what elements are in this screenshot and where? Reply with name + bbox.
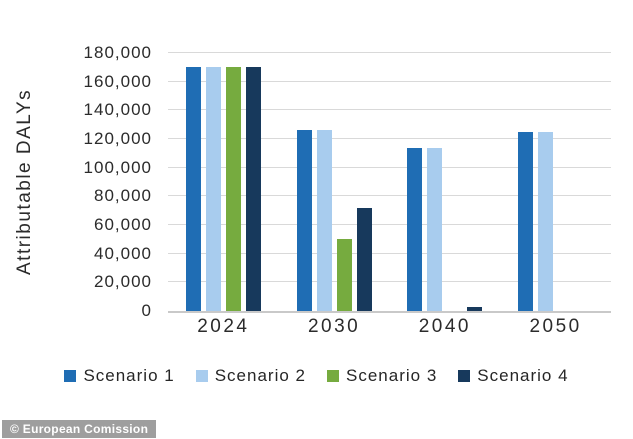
bar-scenario-4 xyxy=(245,67,261,311)
legend-swatch xyxy=(458,370,471,382)
x-tick-label: 2030 xyxy=(307,316,361,337)
gridline xyxy=(168,281,611,283)
plot-area xyxy=(168,52,611,313)
bar-group xyxy=(390,53,501,311)
bar-group xyxy=(500,53,611,311)
bar-scenario-2 xyxy=(538,131,554,311)
bar-scenario-4 xyxy=(467,307,483,311)
credit-badge: © European Comission xyxy=(2,420,157,438)
gridline xyxy=(168,80,611,82)
y-axis-tick-labels: 0 20,000 40,000 60,000 80,000 100,000 120,000 1… xyxy=(0,43,152,320)
legend-swatch xyxy=(327,370,339,382)
credit-text: © European Comission xyxy=(10,422,149,436)
bar-scenario-1 xyxy=(518,131,534,311)
bar-scenario-1 xyxy=(407,147,423,311)
bar-groups-container xyxy=(168,53,611,311)
y-tick-label: 160,000 xyxy=(83,71,152,91)
legend-label: Scenario 1 xyxy=(83,366,175,385)
y-tick-label: 100,000 xyxy=(83,157,152,177)
legend-swatch xyxy=(195,370,208,382)
bar-group xyxy=(279,53,390,311)
legend-item: Scenario 3 xyxy=(327,366,437,386)
bar-scenario-1 xyxy=(185,67,201,311)
legend-item: Scenario 2 xyxy=(195,366,306,386)
legend: Scenario 1 Scenario 2 Scenario 3 Scenario 4 xyxy=(0,366,633,386)
bar-scenario-4 xyxy=(356,207,372,311)
gridline xyxy=(168,252,611,254)
bar-scenario-3 xyxy=(336,239,352,311)
legend-item: Scenario 1 xyxy=(64,366,174,386)
x-tick-label: 2024 xyxy=(197,316,250,337)
bar-scenario-3 xyxy=(225,67,241,311)
legend-swatch xyxy=(64,370,77,382)
gridline xyxy=(168,109,611,111)
y-tick-label: 180,000 xyxy=(83,43,152,62)
legend-label: Scenario 3 xyxy=(346,366,438,385)
y-tick-label: 0 xyxy=(141,301,152,320)
y-tick-label: 140,000 xyxy=(83,100,152,120)
y-tick-label: 60,000 xyxy=(94,215,152,234)
legend-label: Scenario 2 xyxy=(214,366,306,385)
gridline xyxy=(168,224,611,225)
bar-group xyxy=(168,53,279,311)
bar-scenario-2 xyxy=(427,147,443,311)
x-tick-label: 2050 xyxy=(529,316,582,337)
y-tick-label: 20,000 xyxy=(94,272,152,292)
gridline xyxy=(168,52,611,53)
x-tick-label: 2040 xyxy=(418,316,472,337)
bar-scenario-1 xyxy=(296,130,312,311)
bar-scenario-2 xyxy=(316,130,332,311)
y-tick-label: 80,000 xyxy=(94,186,152,206)
gridline xyxy=(168,195,611,197)
y-tick-label: 120,000 xyxy=(83,129,152,148)
gridline xyxy=(168,138,611,139)
bar-scenario-2 xyxy=(205,67,221,311)
y-tick-label: 40,000 xyxy=(94,243,152,263)
legend-label: Scenario 4 xyxy=(477,366,569,385)
legend-item: Scenario 4 xyxy=(458,366,568,386)
gridline xyxy=(168,166,611,168)
x-axis-labels: 2024 2030 2040 2050 xyxy=(168,316,611,338)
